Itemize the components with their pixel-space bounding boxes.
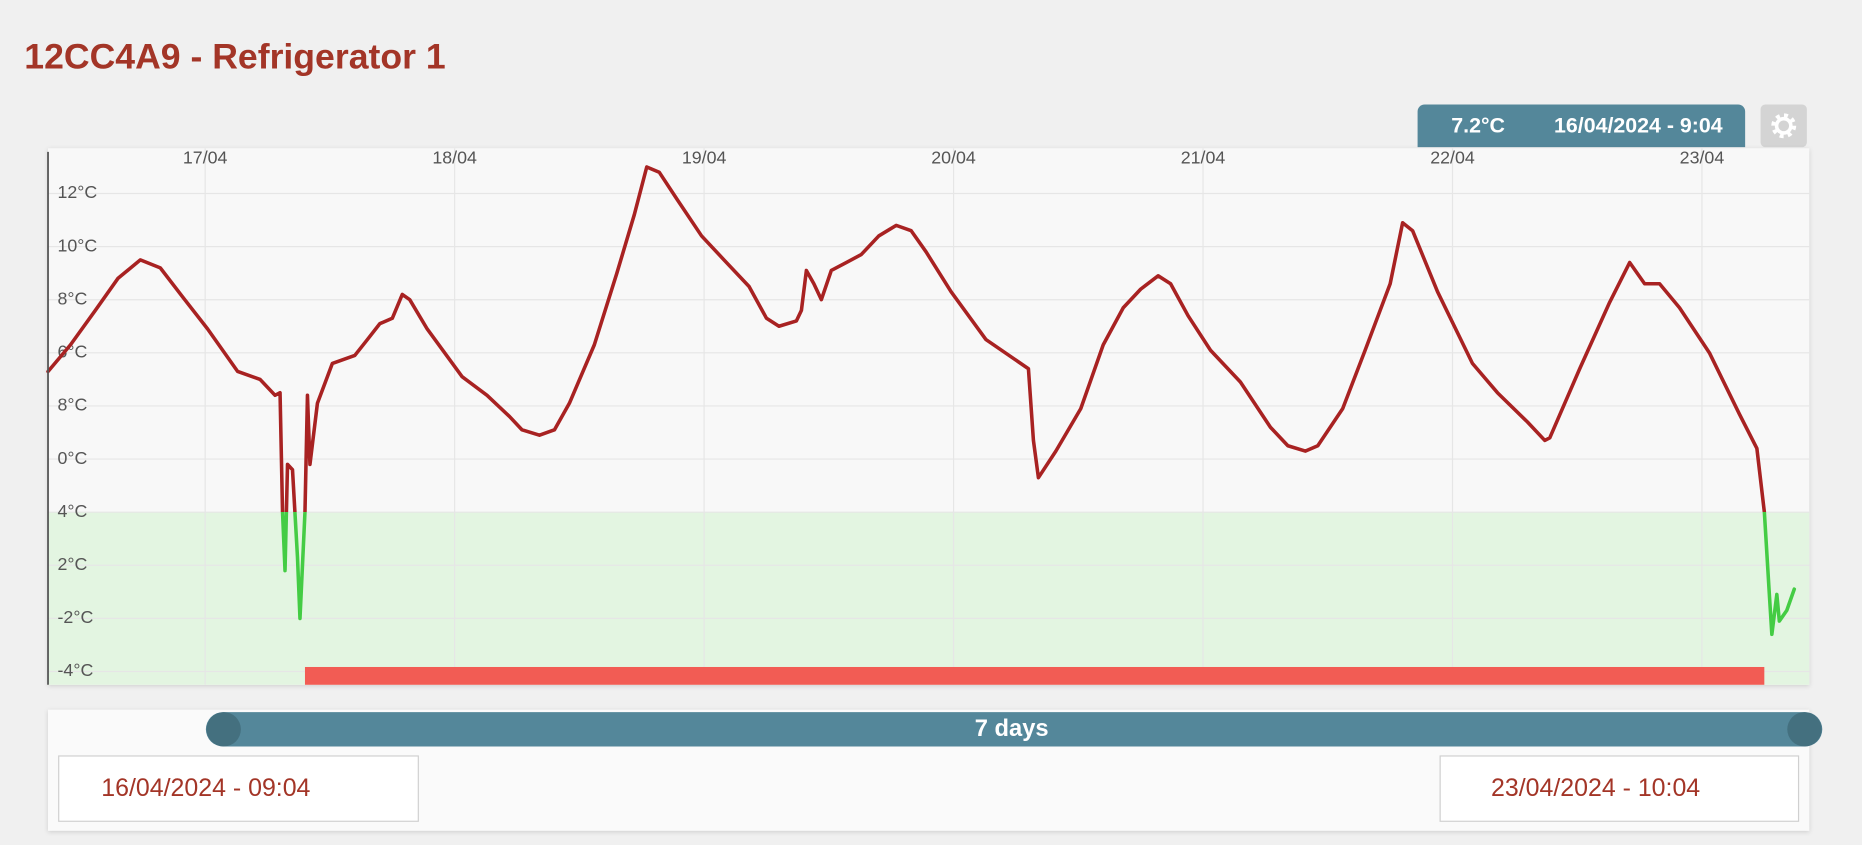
start-date: 16/04/2024 - 09:04 — [101, 774, 310, 802]
x-tick-label: 18/04 — [432, 148, 477, 168]
x-tick-label: 23/04 — [1680, 148, 1725, 168]
temperature-line — [46, 165, 1797, 637]
x-tick-label: 19/04 — [682, 148, 727, 168]
y-tick-label: 2°C — [58, 554, 88, 574]
alarm-bar — [304, 666, 1765, 685]
settings-button[interactable] — [1760, 104, 1807, 148]
plot: 12°C 10°C 8°C 6°C 8°C 0°C 4°C 2°C -2°C -4°C 17/04 1… — [46, 148, 1810, 685]
y-tick-label: 0°C — [58, 448, 88, 468]
x-tick-label: 21/04 — [1181, 148, 1226, 168]
end-date-field[interactable] — [1439, 755, 1800, 822]
tooltip-box — [1417, 104, 1746, 148]
end-date: 23/04/2024 - 10:04 — [1491, 774, 1700, 802]
y-tick-label: 4°C — [58, 501, 88, 521]
y-tick-label: -4°C — [58, 660, 94, 680]
slider-handle-right[interactable] — [1787, 712, 1822, 747]
x-tick-label: 20/04 — [931, 148, 976, 168]
y-tick-label: 8°C — [58, 288, 88, 308]
settings-bg[interactable] — [1760, 104, 1807, 148]
tooltip-value: 7.2°C — [1451, 114, 1505, 138]
gear-teeth — [1771, 113, 1797, 139]
y-tick-label: 8°C — [58, 395, 88, 415]
y-tick-label: 12°C — [58, 182, 98, 202]
x-tick-label: 17/04 — [183, 148, 228, 168]
y-tick-label: -2°C — [58, 607, 94, 627]
range-slider[interactable] — [205, 712, 1823, 747]
range-duration: 7 days — [975, 716, 1049, 742]
x-tick-label: 22/04 — [1430, 148, 1475, 168]
page-title: 12CC4A9 - Refrigerator 1 — [24, 37, 445, 77]
gear-ring — [1774, 116, 1793, 135]
y-tick-label: 10°C — [58, 235, 98, 255]
tooltip-time: 16/04/2024 - 9:04 — [1554, 114, 1723, 138]
y-tick-label: 6°C — [58, 342, 88, 362]
slider-handle-left[interactable] — [206, 712, 241, 747]
start-date-field[interactable] — [58, 755, 419, 822]
safe-band — [48, 512, 1810, 685]
